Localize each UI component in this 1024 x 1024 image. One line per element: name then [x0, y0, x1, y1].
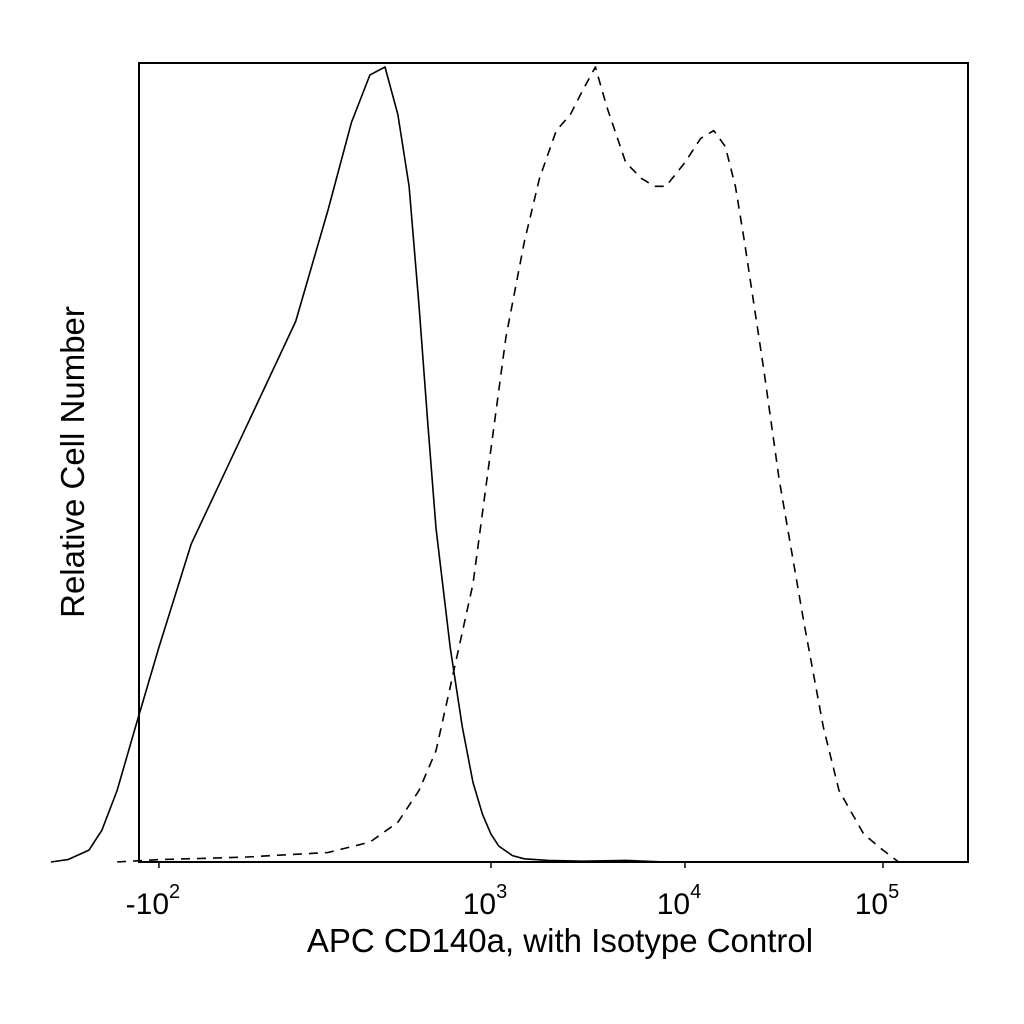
- x-axis-title: APC CD140a, with Isotype Control: [307, 922, 813, 959]
- series-layer: [50, 66, 900, 863]
- y-axis-title: Relative Cell Number: [54, 306, 91, 618]
- plot-frame: [138, 62, 969, 863]
- x-tick-label: 104: [657, 881, 702, 921]
- x-ticks: -102 103 104 105: [126, 862, 900, 921]
- series-line-dashed: [117, 66, 900, 863]
- series-line-solid: [50, 66, 666, 863]
- x-tick-label: 105: [855, 881, 900, 921]
- x-tick-label: -102: [126, 881, 180, 921]
- x-tick-label: 103: [463, 881, 508, 921]
